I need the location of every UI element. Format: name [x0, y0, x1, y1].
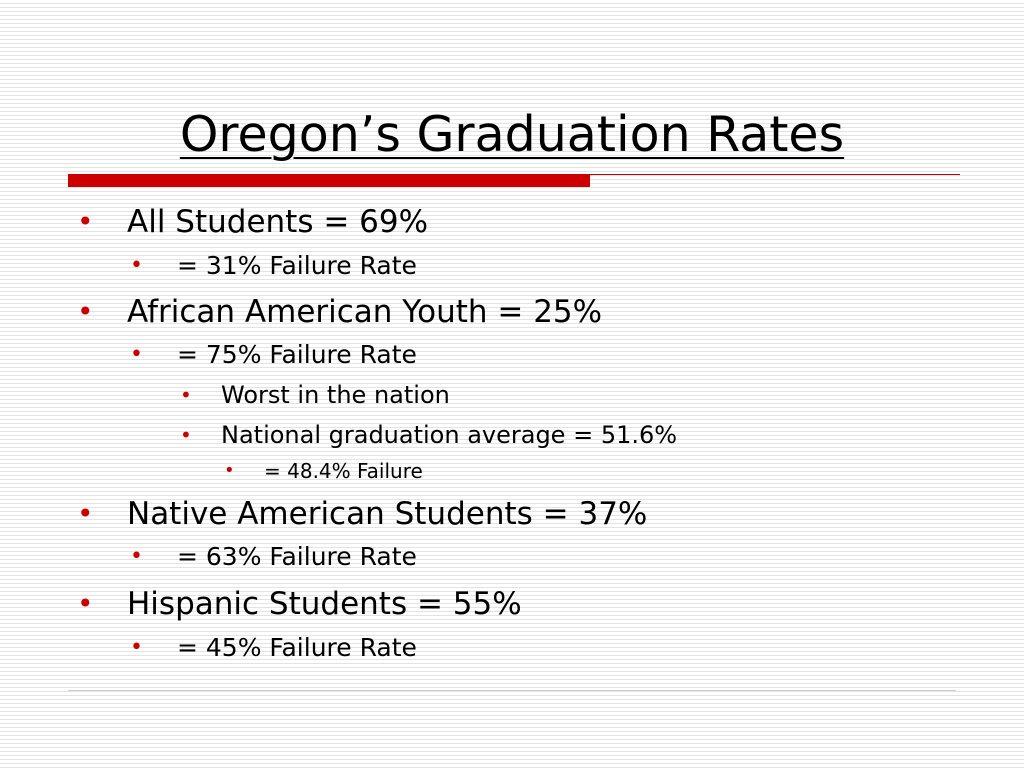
- bullet-item-all-students-failure: • = 31% Failure Rate: [130, 250, 417, 282]
- bullet-text: Worst in the nation: [221, 381, 450, 409]
- bullet-text: National graduation average = 51.6%: [221, 421, 678, 449]
- bullet-text: = 31% Failure Rate: [177, 251, 417, 280]
- footer-rule: [68, 690, 956, 691]
- bullet-icon: •: [77, 295, 94, 328]
- bullet-icon: •: [77, 587, 94, 620]
- bullet-text: All Students = 69%: [127, 204, 429, 240]
- title-divider-accent: [68, 174, 590, 187]
- bullet-item-native-american-failure: • = 63% Failure Rate: [130, 541, 417, 573]
- bullet-item-african-american: • African American Youth = 25%: [77, 292, 603, 332]
- bullet-icon: •: [180, 423, 192, 447]
- slide-title: Oregon’s Graduation Rates: [0, 102, 1024, 168]
- bullet-item-worst-in-nation: • Worst in the nation: [180, 379, 450, 411]
- bullet-icon: •: [130, 635, 143, 660]
- bullet-item-african-american-failure: • = 75% Failure Rate: [130, 339, 417, 371]
- bullet-icon: •: [130, 544, 143, 569]
- bullet-item-hispanic-failure: • = 45% Failure Rate: [130, 632, 417, 664]
- bullet-text: African American Youth = 25%: [127, 294, 603, 330]
- bullet-item-native-american: • Native American Students = 37%: [77, 494, 648, 534]
- bullet-item-hispanic: • Hispanic Students = 55%: [77, 584, 522, 624]
- bullet-text: = 75% Failure Rate: [177, 340, 417, 369]
- bullet-icon: •: [77, 205, 94, 238]
- bullet-icon: •: [130, 253, 143, 278]
- bullet-item-national-average: • National graduation average = 51.6%: [180, 419, 678, 451]
- bullet-icon: •: [130, 342, 143, 367]
- bullet-text: = 48.4% Failure: [264, 459, 423, 483]
- bullet-text: Native American Students = 37%: [127, 496, 648, 532]
- bullet-text: = 45% Failure Rate: [177, 633, 417, 662]
- bullet-icon: •: [77, 497, 94, 530]
- slide-title-text: Oregon’s Graduation Rates: [179, 106, 845, 163]
- bullet-icon: •: [224, 460, 235, 481]
- bullet-text: = 63% Failure Rate: [177, 542, 417, 571]
- title-divider-rule: [590, 174, 960, 175]
- bullet-item-all-students: • All Students = 69%: [77, 202, 429, 242]
- bullet-icon: •: [180, 383, 192, 407]
- bullet-text: Hispanic Students = 55%: [127, 586, 522, 622]
- bullet-item-national-failure: • = 48.4% Failure: [224, 457, 423, 485]
